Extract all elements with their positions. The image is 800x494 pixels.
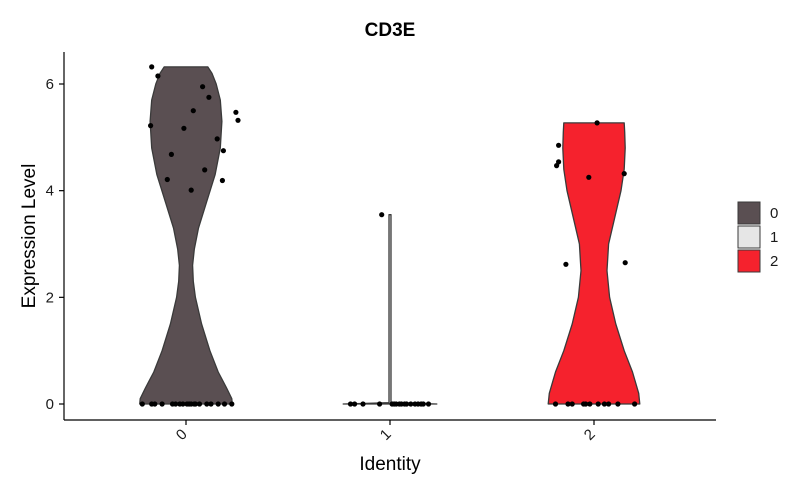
x-tick-label-1: 1 [377,426,395,444]
point-1-1 [347,401,354,407]
point-0-15 [235,117,241,123]
point-2-9 [565,401,571,407]
legend-swatch-0 [737,201,761,225]
point-0-2 [148,123,154,129]
chart-title: CD3E [365,20,416,41]
point-2-12 [583,401,589,407]
point-0-29 [196,401,203,407]
point-2-3 [563,261,569,267]
point-0-5 [181,125,187,131]
point-2-10 [569,401,575,407]
point-0-32 [215,401,221,407]
point-0-1 [155,73,161,79]
point-2-4 [586,174,592,180]
point-1-0 [379,212,385,218]
point-2-6 [621,171,627,177]
point-0-12 [220,148,226,154]
point-1-2 [352,401,358,407]
legend-swatch-1 [737,225,761,249]
point-0-14 [233,109,239,115]
x-ticks: 0 1 2 [173,420,599,444]
point-1-11 [404,401,410,407]
point-2-15 [601,401,608,407]
point-0-34 [229,401,235,407]
point-0-10 [202,167,208,173]
x-tick-label-0: 0 [173,426,191,444]
point-0-7 [200,84,206,90]
point-0-13 [219,177,225,184]
point-2-18 [632,401,638,407]
point-2-13 [587,401,593,407]
point-0-19 [159,401,165,407]
point-0-9 [188,187,194,193]
point-1-12 [408,401,414,407]
legend-label-0: 0 [770,205,778,222]
point-0-0 [149,64,155,70]
x-axis-title: Identity [359,454,421,475]
legend: 0 1 2 [737,201,778,273]
point-0-16 [139,401,145,407]
point-1-17 [425,401,432,407]
y-tick-label-0: 0 [46,396,54,413]
point-2-0 [556,142,562,148]
legend-label-1: 1 [770,229,778,246]
point-0-33 [221,401,228,407]
violin-1 [342,214,438,405]
point-2-2 [554,163,560,169]
y-tick-label-4: 4 [46,183,54,200]
point-0-8 [206,94,212,100]
point-2-5 [594,120,600,126]
point-1-4 [377,401,383,407]
point-1-3 [360,401,366,407]
point-0-30 [204,401,210,407]
point-0-6 [190,108,196,114]
y-ticks: 0 2 4 6 [46,76,64,413]
point-2-17 [615,401,621,407]
y-tick-label-6: 6 [46,76,54,93]
legend-swatch-2 [737,249,761,273]
point-0-31 [208,401,214,407]
points-layer [139,64,638,407]
point-0-28 [192,401,198,407]
legend-label-2: 2 [770,253,778,270]
point-0-21 [173,401,179,407]
point-2-16 [606,401,612,407]
point-2-7 [622,260,628,266]
violins-layer [139,66,641,405]
point-0-11 [214,136,220,142]
x-tick-label-2: 2 [581,426,599,444]
point-0-18 [152,401,158,407]
point-2-14 [595,401,601,407]
point-0-4 [164,176,170,183]
point-0-23 [180,401,186,407]
violin-0 [139,66,233,405]
y-tick-label-2: 2 [46,289,54,306]
point-2-8 [552,401,559,407]
violin-2 [547,122,641,405]
point-0-3 [168,151,174,157]
y-axis-title: Expression Level [19,164,40,309]
point-1-16 [420,401,426,407]
